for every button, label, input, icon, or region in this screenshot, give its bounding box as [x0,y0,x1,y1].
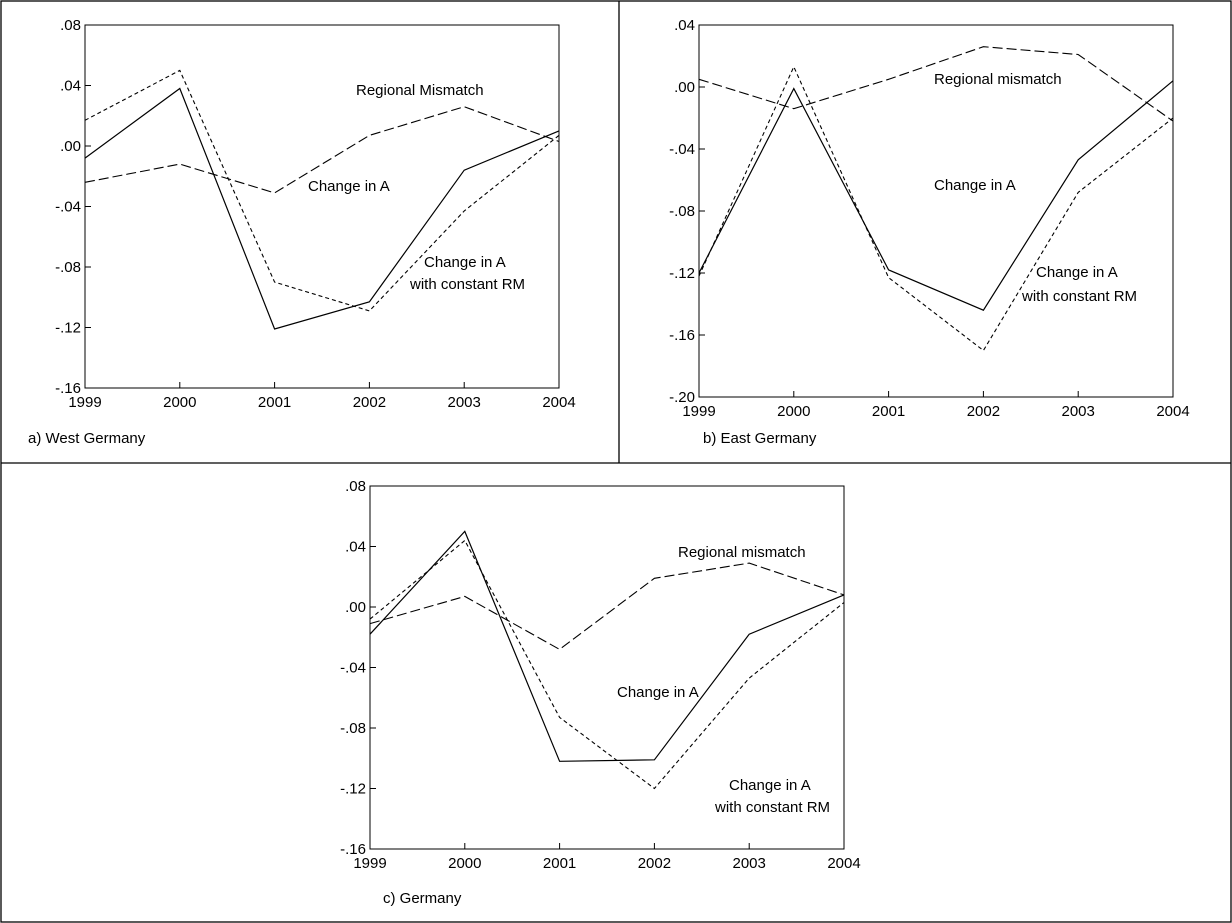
y-tick-label: -.12 [340,781,366,798]
y-tick-label: -.16 [340,841,366,858]
x-axis: 1999 2000 2001 2002 2003 2004 [68,382,576,411]
y-tick-label: .04 [345,539,366,556]
x-tick-label: 2004 [827,855,860,872]
y-axis: .04 .00 -.04 -.08 -.12 -.16 -.20 [669,17,705,406]
y-tick-label: .00 [345,599,366,616]
plot-area [369,485,845,850]
x-tick-label: 2001 [258,394,291,411]
series-line-change-in-a [84,87,560,330]
series-line-change-in-a [369,530,845,762]
series-line-change-in-a-with-constant-rm [84,69,560,312]
x-tick-label: 1999 [68,394,101,411]
chart-east-germany: .04 .00 -.04 -.08 -.12 -.16 -.20 1999 2000 2001 2… [669,17,1190,447]
y-tick-label: -.12 [669,265,695,282]
x-tick-label: 2000 [163,394,196,411]
panel-caption: a) West Germany [28,430,146,447]
panel-caption: b) East Germany [703,430,817,447]
panel-caption: c) Germany [383,890,462,907]
series-line-regional-mismatch [84,106,560,194]
x-tick-label: 2001 [543,855,576,872]
y-tick-label: -.16 [55,380,81,397]
x-axis: 1999 2000 2001 2002 2003 2004 [353,843,861,872]
plot-area [84,24,560,389]
x-tick-label: 2001 [872,403,905,420]
x-tick-label: 2003 [448,394,481,411]
y-tick-label: .00 [674,79,695,96]
series-group [369,530,845,790]
x-tick-label: 2002 [353,394,386,411]
y-tick-label: .08 [60,17,81,34]
chart-west-germany: .08 .04 .00 -.04 -.08 -.12 -.16 1999 2000 2001 20… [28,17,576,447]
y-tick-label: -.12 [55,320,81,337]
series-group [84,69,560,330]
y-tick-label: -.08 [55,259,81,276]
y-tick-label: .04 [60,78,81,95]
series-line-change-in-a [698,80,1174,311]
annotation-change-in-a: Change in A [617,684,699,701]
x-tick-label: 2004 [1156,403,1189,420]
y-tick-label: -.04 [340,660,366,677]
annotation-change-in-a-constant-rm-line2: with constant RM [714,799,830,816]
x-tick-label: 2004 [542,394,575,411]
x-tick-label: 2000 [777,403,810,420]
annotation-change-in-a-constant-rm-line1: Change in A [729,777,811,794]
x-tick-label: 2003 [733,855,766,872]
annotation-change-in-a-constant-rm-line1: Change in A [424,254,506,271]
annotation-change-in-a: Change in A [308,178,390,195]
y-tick-label: .08 [345,478,366,495]
x-tick-label: 1999 [353,855,386,872]
x-tick-label: 2002 [967,403,1000,420]
series-line-change-in-a-with-constant-rm [369,539,845,790]
y-tick-label: -.16 [669,327,695,344]
y-tick-label: -.04 [55,199,81,216]
annotation-regional-mismatch: Regional mismatch [934,71,1062,88]
chart-germany: .08 .04 .00 -.04 -.08 -.12 -.16 1999 2000 2001 20… [340,478,861,907]
annotation-change-in-a-constant-rm-line2: with constant RM [409,276,525,293]
annotation-change-in-a-constant-rm-line2: with constant RM [1021,288,1137,305]
annotation-regional-mismatch: Regional Mismatch [356,82,484,99]
series-line-regional-mismatch [698,46,1174,122]
annotation-regional-mismatch: Regional mismatch [678,544,806,561]
annotation-change-in-a: Change in A [934,177,1016,194]
y-axis: .08 .04 .00 -.04 -.08 -.12 -.16 [340,478,376,858]
annotation-change-in-a-constant-rm-line1: Change in A [1036,264,1118,281]
series-group [698,46,1174,352]
x-tick-label: 2002 [638,855,671,872]
x-axis: 1999 2000 2001 2002 2003 2004 [682,391,1190,420]
x-tick-label: 2003 [1062,403,1095,420]
y-tick-label: -.04 [669,141,695,158]
y-tick-label: -.20 [669,389,695,406]
y-tick-label: -.08 [669,203,695,220]
x-tick-label: 1999 [682,403,715,420]
y-tick-label: .04 [674,17,695,34]
y-axis: .08 .04 .00 -.04 -.08 -.12 -.16 [55,17,91,397]
y-tick-label: .00 [60,138,81,155]
x-tick-label: 2000 [448,855,481,872]
series-line-change-in-a-with-constant-rm [698,65,1174,352]
series-line-regional-mismatch [369,562,845,651]
y-tick-label: -.08 [340,720,366,737]
